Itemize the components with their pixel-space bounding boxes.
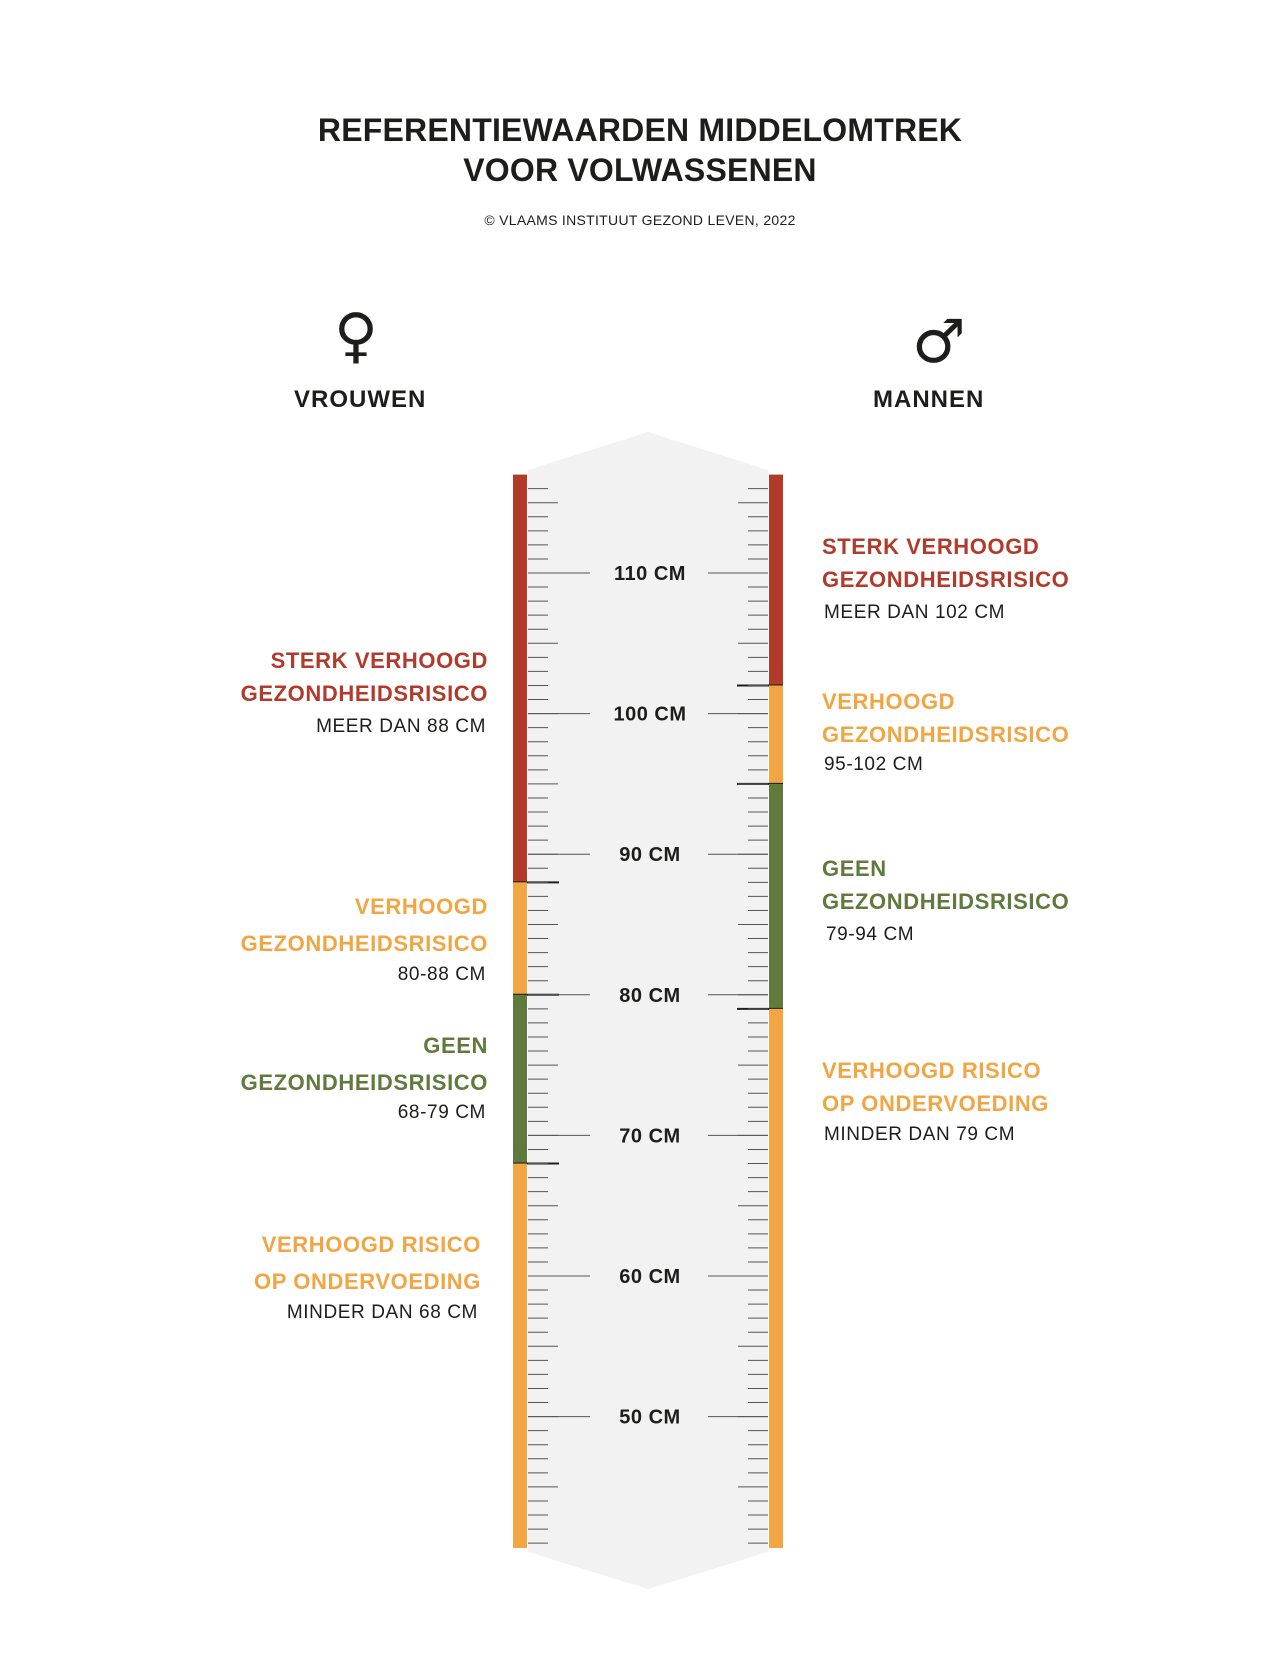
women-zone-1-line-1: STERK VERHOOGD: [270, 648, 488, 673]
women-zone-1-line-2: GEZONDHEIDSRISICO: [240, 681, 488, 706]
men-heading: MANNEN: [873, 386, 985, 413]
women-zone-bar-2: [513, 882, 527, 995]
men-zone-2-line-2: GEZONDHEIDSRISICO: [822, 722, 1070, 747]
men-zone-1-line-1: STERK VERHOOGD: [822, 534, 1040, 559]
copyright-note: © VLAAMS INSTITUUT GEZOND LEVEN, 2022: [484, 212, 796, 228]
women-zone-bar-3: [513, 994, 527, 1164]
men-zone-bar-2: [769, 685, 783, 784]
men-zone-4-line-2: OP ONDERVOEDING: [822, 1091, 1050, 1116]
men-zone-1-line-2: GEZONDHEIDSRISICO: [822, 567, 1070, 592]
women-zone-4-line-1: VERHOOGD RISICO: [261, 1232, 481, 1257]
women-zone-1-range: MEER DAN 88 CM: [316, 716, 486, 737]
women-zone-3-line-1: GEEN: [423, 1033, 488, 1058]
scale-label: 110 CM: [614, 563, 686, 585]
women-heading: VROUWEN: [294, 386, 427, 413]
men-zone-3-range: 79-94 CM: [826, 924, 915, 945]
scale-label: 100 CM: [613, 704, 686, 726]
men-zone-bar-3: [769, 783, 783, 1009]
scale-label: 90 CM: [619, 844, 680, 866]
female-symbol-icon: ♀: [334, 301, 378, 371]
title-line-2: VOOR VOLWASSENEN: [463, 152, 817, 188]
women-zone-4-range: MINDER DAN 68 CM: [286, 1302, 478, 1323]
women-zone-3-range: 68-79 CM: [397, 1102, 486, 1123]
women-zone-bar-4: [513, 1163, 527, 1548]
women-zone-2-range: 80-88 CM: [397, 964, 486, 985]
men-zone-1-range: MEER DAN 102 CM: [824, 602, 1006, 623]
scale-label: 50 CM: [619, 1407, 680, 1429]
men-zone-2-range: 95-102 CM: [824, 754, 924, 775]
scale-label: 80 CM: [619, 985, 680, 1007]
men-zone-bar-1: [769, 474, 783, 686]
title-line-1: REFERENTIEWAARDEN MIDDELOMTREK: [317, 112, 963, 148]
male-symbol-icon: ♂: [912, 307, 966, 377]
men-zone-3-line-2: GEZONDHEIDSRISICO: [822, 889, 1070, 914]
women-zone-2-line-2: GEZONDHEIDSRISICO: [240, 931, 488, 956]
scale-label: 60 CM: [619, 1266, 680, 1288]
women-zone-bar-1: [513, 474, 527, 883]
women-zone-4-line-2: OP ONDERVOEDING: [253, 1269, 481, 1294]
scale-label: 70 CM: [619, 1125, 680, 1147]
men-zone-4-line-1: VERHOOGD RISICO: [822, 1058, 1042, 1083]
men-zone-2-line-1: VERHOOGD: [822, 689, 956, 714]
women-zone-2-line-1: VERHOOGD: [354, 894, 488, 919]
ruler-band: [528, 432, 768, 1589]
men-zone-3-line-1: GEEN: [822, 856, 887, 881]
men-zone-bar-4: [769, 1008, 783, 1548]
men-zone-4-range: MINDER DAN 79 CM: [824, 1124, 1016, 1145]
women-zone-3-line-2: GEZONDHEIDSRISICO: [240, 1070, 488, 1095]
